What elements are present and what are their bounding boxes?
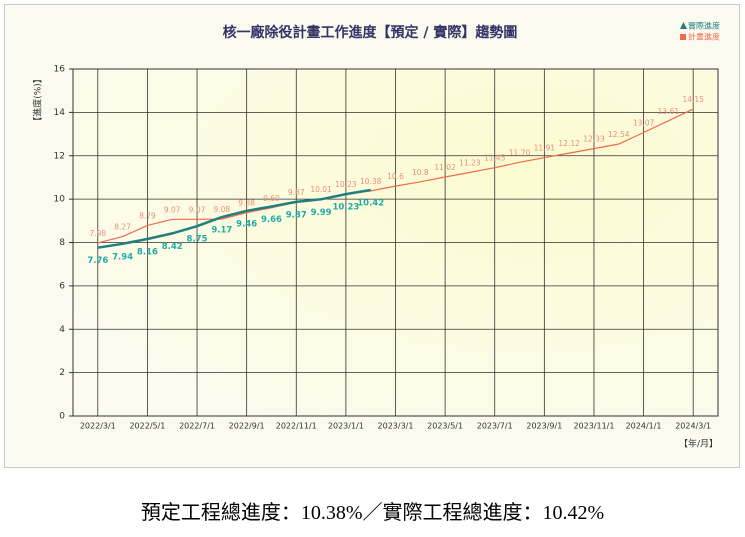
data-label: 9.87: [286, 210, 307, 220]
data-label: 10.8: [412, 168, 429, 177]
data-label: 10.38: [360, 177, 382, 186]
y-axis-label: 【進度(%)】: [32, 74, 44, 126]
y-tick-label: 12: [54, 151, 65, 161]
chart-title: 核一廠除役計畫工作進度【預定 / 實際】趨勢圖: [223, 24, 518, 41]
data-label: 9.07: [164, 205, 181, 214]
series-line: [97, 108, 694, 244]
y-tick-label: 14: [54, 108, 66, 118]
data-label: 11.02: [434, 163, 456, 172]
y-tick-label: 6: [59, 281, 65, 291]
data-label: 9.60: [263, 194, 280, 203]
x-tick-label: 2022/5/1: [129, 422, 165, 431]
x-axis-label: 【年/月】: [679, 438, 718, 450]
x-tick-label: 2022/9/1: [229, 422, 265, 431]
data-label: 9.38: [238, 199, 255, 208]
x-tick-label: 2023/3/1: [378, 422, 414, 431]
y-tick-label: 0: [59, 412, 65, 422]
data-label: 14.15: [682, 95, 704, 104]
x-tick-label: 2023/9/1: [526, 422, 562, 431]
legend-label: 計畫進度: [688, 32, 720, 42]
data-label: 10.23: [332, 203, 359, 213]
y-tick-label: 2: [59, 368, 65, 378]
y-tick-label: 16: [54, 65, 66, 75]
x-tick-label: 2023/5/1: [427, 422, 463, 431]
data-label: 7.98: [89, 229, 106, 238]
data-label: 12.54: [608, 130, 630, 139]
data-label: 9.08: [213, 205, 230, 214]
data-label: 11.45: [484, 154, 506, 163]
data-label: 11.91: [534, 144, 556, 153]
y-tick-label: 4: [59, 325, 65, 335]
data-label: 9.66: [261, 215, 282, 225]
data-label: 11.23: [459, 158, 481, 167]
data-label: 13.07: [633, 119, 655, 128]
legend-marker: [680, 34, 686, 40]
y-tick-label: 8: [59, 238, 65, 248]
plot-border: [72, 68, 719, 417]
data-label: 9.46: [236, 219, 257, 229]
x-tick-label: 2023/7/1: [477, 422, 513, 431]
data-label: 10.42: [357, 199, 384, 209]
data-label: 8.27: [114, 223, 131, 232]
x-tick-label: 2022/3/1: [80, 422, 116, 431]
data-label: 9.87: [288, 188, 305, 197]
x-tick-label: 2024/3/1: [675, 422, 711, 431]
data-label: 9.99: [311, 208, 332, 218]
progress-summary: 預定工程總進度：10.38%／實際工程總進度：10.42%: [140, 502, 605, 524]
data-label: 10.23: [335, 180, 357, 189]
x-tick-label: 2022/11/1: [276, 422, 317, 431]
chart: 核一廠除役計畫工作進度【預定 / 實際】趨勢圖 【進度(%)】 【年/月】 0 2…: [4, 4, 740, 468]
data-label: 12.12: [558, 139, 580, 148]
series-line: [97, 188, 371, 249]
x-tick-label: 2023/1/1: [328, 422, 364, 431]
data-label: 8.16: [137, 248, 158, 258]
data-label: 13.61: [658, 107, 680, 116]
data-label: 9.07: [189, 205, 206, 214]
legend-marker: [680, 22, 687, 29]
x-tick-label: 2024/1/1: [626, 422, 662, 431]
data-label: 8.79: [139, 211, 156, 220]
data-label: 10.01: [310, 185, 332, 194]
legend-label: 實際進度: [688, 21, 720, 31]
data-label: 11.70: [509, 148, 531, 157]
data-label: 8.42: [162, 242, 183, 252]
data-label: 8.75: [187, 235, 208, 245]
data-label: 12.33: [583, 135, 605, 144]
x-tick-label: 2023/11/1: [573, 422, 614, 431]
data-label: 10.6: [387, 172, 404, 181]
data-label: 7.76: [87, 256, 108, 266]
data-label: 7.94: [112, 252, 133, 262]
data-label: 9.17: [211, 226, 232, 236]
x-tick-label: 2022/7/1: [179, 422, 215, 431]
y-tick-label: 10: [54, 195, 66, 205]
